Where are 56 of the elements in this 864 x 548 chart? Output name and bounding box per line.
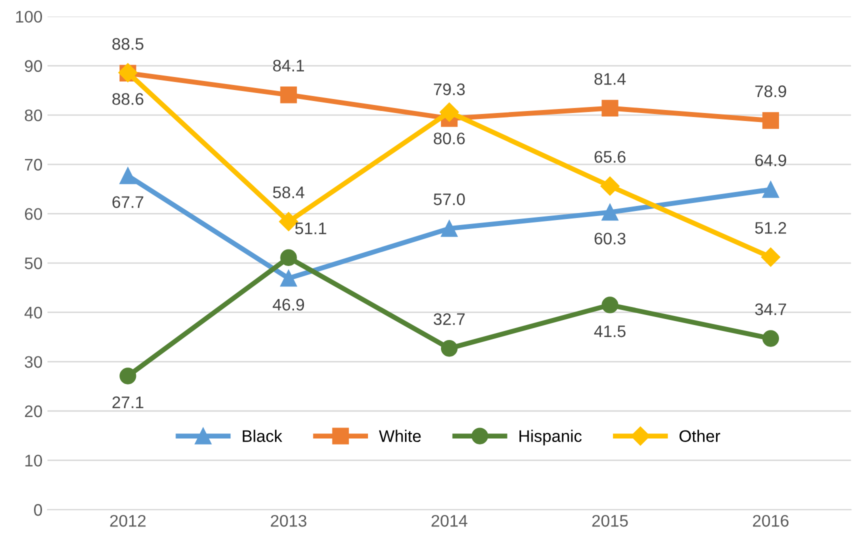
data-label: 80.6 bbox=[434, 132, 465, 144]
data-label: 27.1 bbox=[112, 396, 144, 408]
point bbox=[280, 249, 297, 266]
y-tick-label: 0 bbox=[34, 504, 42, 516]
x-tick-label: 2012 bbox=[110, 514, 146, 527]
point bbox=[280, 86, 297, 104]
data-label: 51.1 bbox=[295, 222, 326, 234]
legend-label: Hispanic bbox=[520, 430, 582, 446]
data-label: 81.4 bbox=[594, 73, 626, 85]
point bbox=[440, 340, 458, 357]
point bbox=[120, 167, 136, 184]
y-tick-label: 90 bbox=[24, 60, 42, 72]
data-label: 78.9 bbox=[755, 85, 786, 98]
y-tick-label: 60 bbox=[24, 208, 42, 220]
data-label: 64.9 bbox=[755, 154, 786, 166]
legend-label: Other bbox=[680, 430, 720, 442]
data-label: 34.7 bbox=[755, 303, 786, 316]
point bbox=[602, 204, 618, 221]
data-label: 41.5 bbox=[594, 326, 626, 338]
legend-label: Black bbox=[242, 430, 282, 442]
data-label: 32.7 bbox=[434, 313, 465, 326]
x-tick-label: 2014 bbox=[432, 514, 468, 527]
data-label: 67.7 bbox=[112, 196, 144, 208]
y-tick-label: 20 bbox=[24, 405, 42, 418]
point bbox=[762, 112, 780, 129]
data-label: 88.5 bbox=[112, 38, 144, 50]
point bbox=[602, 296, 618, 314]
data-label: 84.1 bbox=[273, 60, 304, 72]
point bbox=[440, 102, 459, 122]
y-tick-label: 70 bbox=[24, 158, 42, 171]
y-tick-label: 100 bbox=[16, 10, 42, 23]
y-tick-label: 10 bbox=[25, 454, 42, 467]
y-tick-label: 80 bbox=[24, 109, 42, 122]
data-label: 58.4 bbox=[273, 186, 304, 198]
data-label: 65.6 bbox=[594, 150, 626, 163]
x-tick-label: 2016 bbox=[752, 514, 788, 527]
x-tick-label: 2015 bbox=[592, 514, 628, 527]
data-label: 60.3 bbox=[594, 232, 626, 244]
data-label: 88.6 bbox=[112, 93, 144, 105]
point bbox=[602, 100, 618, 117]
y-tick-label: 50 bbox=[24, 257, 42, 270]
point bbox=[280, 270, 297, 287]
legend-label: White bbox=[378, 430, 421, 442]
point bbox=[761, 248, 780, 267]
data-label: 57.0 bbox=[434, 193, 465, 206]
data-label: 46.9 bbox=[272, 298, 304, 311]
point bbox=[762, 181, 780, 198]
y-tick-label: 30 bbox=[24, 356, 42, 368]
x-tick-label: 2013 bbox=[270, 514, 306, 527]
point bbox=[762, 330, 780, 347]
data-label: 51.2 bbox=[755, 222, 786, 234]
point bbox=[440, 220, 458, 237]
data-label: 79.3 bbox=[434, 83, 465, 96]
point bbox=[120, 368, 136, 384]
y-tick-label: 40 bbox=[24, 306, 42, 319]
point bbox=[600, 176, 620, 196]
